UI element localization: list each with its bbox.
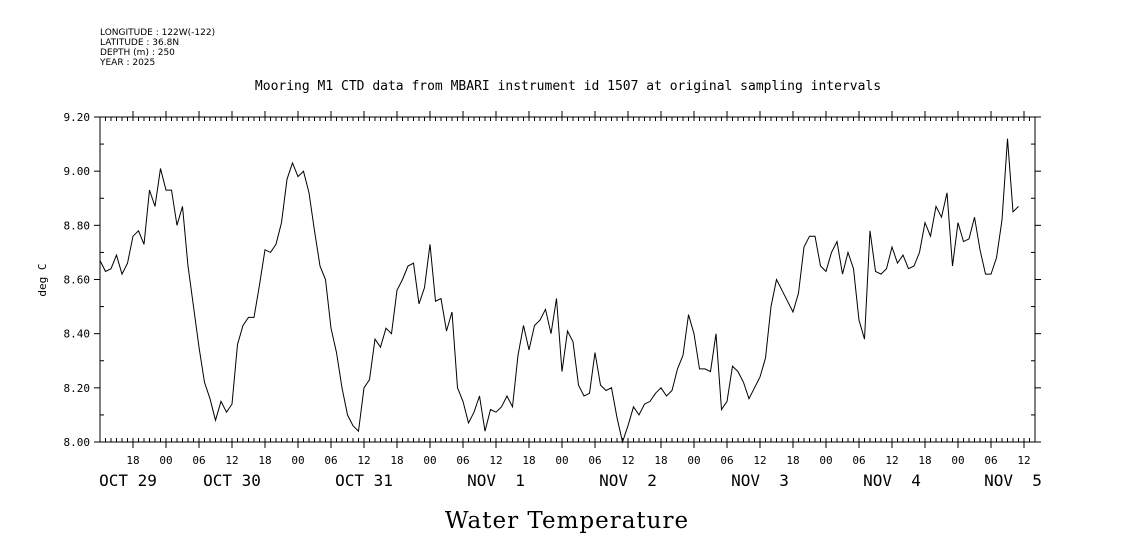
day-labels: OCT 29 OCT 30 OCT 31 NOV 1 NOV 2 NOV 3 NOV 4 NO… [99,471,1042,490]
x-tick-label: 06 [324,454,337,467]
depth-label: DEPTH (m) : 250 [100,48,175,58]
x-tick-label: 12 [1017,454,1030,467]
y-axis-label: deg C [36,263,49,296]
x-tick-label: 12 [489,454,502,467]
x-tick-label: 06 [852,454,865,467]
x-tick-label: 06 [984,454,997,467]
plot-frame [99,116,1036,443]
y-tick-label: 8.00 [64,436,91,449]
y-tick-label: 9.20 [64,111,91,124]
day-label: OCT 29 [99,471,157,490]
x-tick-label: 12 [357,454,370,467]
x-tick-label: 00 [555,454,568,467]
y-axis: 8.00 8.20 8.40 8.60 8.80 9.00 9.20 [64,111,1041,449]
day-label: NOV 1 [467,471,525,490]
chart-title: Mooring M1 CTD data from MBARI instrumen… [255,79,881,94]
longitude-label: LONGITUDE : 122W(-122) [100,28,215,38]
water-temperature-line [99,138,1019,444]
x-tick-label: 06 [456,454,469,467]
chart-caption: Water Temperature [445,508,689,534]
x-tick-label: 12 [225,454,238,467]
x-tick-label: 18 [258,454,271,467]
x-tick-label: 18 [126,454,139,467]
x-tick-label: 18 [390,454,403,467]
y-tick-label: 8.80 [64,219,91,232]
x-tick-label: 00 [951,454,964,467]
latitude-label: LATITUDE : 36.8N [100,38,179,48]
minor-ticks [99,117,1036,442]
x-tick-label: 00 [687,454,700,467]
y-tick-label: 8.40 [64,328,91,341]
y-tick-label: 9.00 [64,165,91,178]
x-tick-label: 06 [192,454,205,467]
x-tick-label: 12 [885,454,898,467]
day-label: OCT 31 [335,471,393,490]
day-label: NOV 5 [984,471,1042,490]
x-tick-label: 18 [522,454,535,467]
x-tick-label: 06 [588,454,601,467]
x-tick-label: 00 [423,454,436,467]
day-label: OCT 30 [203,471,261,490]
day-label: NOV 2 [599,471,657,490]
x-tick-label: 00 [291,454,304,467]
x-tick-label: 18 [918,454,931,467]
x-tick-label: 06 [720,454,733,467]
year-label: YEAR : 2025 [99,58,155,68]
x-tick-label: 00 [819,454,832,467]
x-tick-label: 18 [654,454,667,467]
x-tick-label: 18 [786,454,799,467]
y-tick-label: 8.20 [64,382,91,395]
x-axis: 18 00 06 12 18 00 06 12 18 00 06 12 18 00 06 12 18 00 06 12… [126,111,1031,467]
x-tick-label: 12 [753,454,766,467]
day-label: NOV 4 [863,471,921,490]
day-label: NOV 3 [731,471,789,490]
x-tick-label: 00 [159,454,172,467]
y-tick-label: 8.60 [64,274,91,287]
x-tick-label: 12 [621,454,634,467]
